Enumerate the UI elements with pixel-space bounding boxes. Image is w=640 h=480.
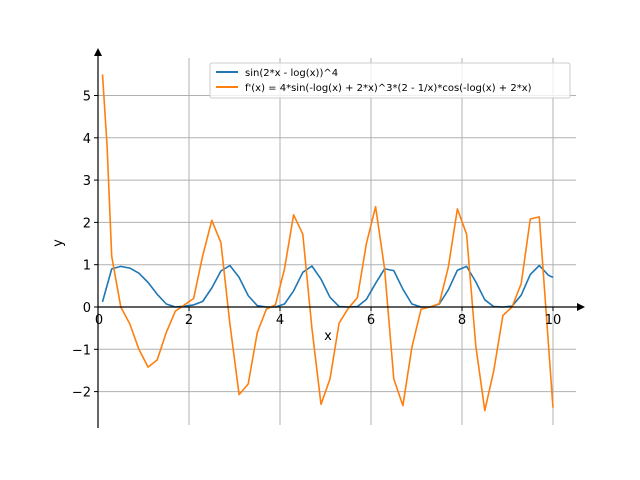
series-layer: [101, 74, 554, 412]
x-tick-label: 10: [545, 313, 562, 328]
axes: [94, 48, 585, 428]
y-tick-label: 4: [83, 132, 91, 147]
legend-label-0: sin(2*x - log(x))^4: [245, 68, 338, 79]
x-axis-arrow: [577, 303, 585, 311]
y-axis-label: y: [51, 239, 66, 247]
series-line-0: [101, 264, 554, 308]
y-tick-label: 2: [83, 216, 91, 231]
y-tick-label: −1: [72, 343, 91, 358]
x-tick-label: 0: [95, 313, 103, 328]
x-tick-label: 8: [458, 313, 466, 328]
series-line-1: [101, 74, 554, 412]
y-tick-label: 5: [83, 90, 91, 105]
y-tick-label: 1: [83, 259, 91, 274]
y-tick-label: 3: [83, 174, 91, 189]
y-tick-label: −2: [72, 386, 91, 401]
legend-box: [209, 62, 571, 99]
x-tick-label: 4: [276, 313, 284, 328]
x-tick-label: 6: [367, 313, 375, 328]
legend-label-1: f'(x) = 4*sin(-log(x) + 2*x)^3*(2 - 1/x)…: [245, 83, 532, 94]
legend: sin(2*x - log(x))^4 f'(x) = 4*sin(-log(x…: [209, 62, 571, 99]
y-axis-arrow: [94, 48, 102, 56]
ticks: 0 2 4 6 8 10 −2 −1 0 1 2 3 4 5: [72, 90, 561, 401]
y-tick-label: 0: [83, 301, 91, 316]
x-tick-label: 2: [185, 313, 193, 328]
x-axis-label: x: [324, 329, 332, 344]
grid: [98, 58, 576, 425]
